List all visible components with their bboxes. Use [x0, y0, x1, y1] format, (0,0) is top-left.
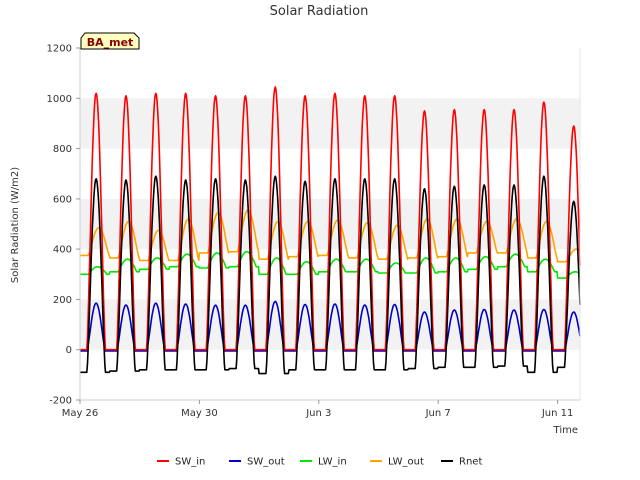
x-tick-label: May 26: [62, 408, 99, 419]
series-line-rnet: [79, 175, 581, 375]
site-label-box: BA_met: [80, 32, 140, 50]
legend-label-sw-out: SW_out: [247, 457, 285, 468]
y-tick-label: 800: [53, 144, 72, 155]
y-tick-label: 600: [53, 194, 72, 205]
y-tick-label: 400: [53, 245, 72, 256]
grid-band: [80, 98, 580, 149]
x-tick-label: May 30: [181, 408, 218, 419]
x-tick-label: Jun 3: [305, 408, 331, 419]
legend-label-lw-out: LW_out: [388, 457, 424, 468]
y-axis-title: Solar Radiation (W/m2): [10, 167, 21, 283]
legend-label-lw-in: LW_in: [318, 457, 347, 468]
chart-title: Solar Radiation: [270, 4, 369, 19]
x-tick-label: Jun 11: [541, 408, 574, 419]
legend-label-rnet: Rnet: [459, 457, 482, 468]
y-tick-label: 1200: [47, 44, 72, 55]
x-axis-title: Time: [553, 425, 578, 436]
y-tick-label: 200: [53, 295, 72, 306]
series-line-sw-in: [79, 86, 581, 351]
y-tick-label: 0: [66, 345, 72, 356]
legend: SW_in SW_out LW_in LW_out Rnet: [157, 457, 482, 468]
x-tick-label: Jun 7: [425, 408, 451, 419]
legend-label-sw-in: SW_in: [175, 457, 205, 468]
y-tick-label: -200: [49, 396, 72, 407]
y-tick-label: 1000: [47, 94, 72, 105]
site-label: BA_met: [87, 36, 134, 49]
